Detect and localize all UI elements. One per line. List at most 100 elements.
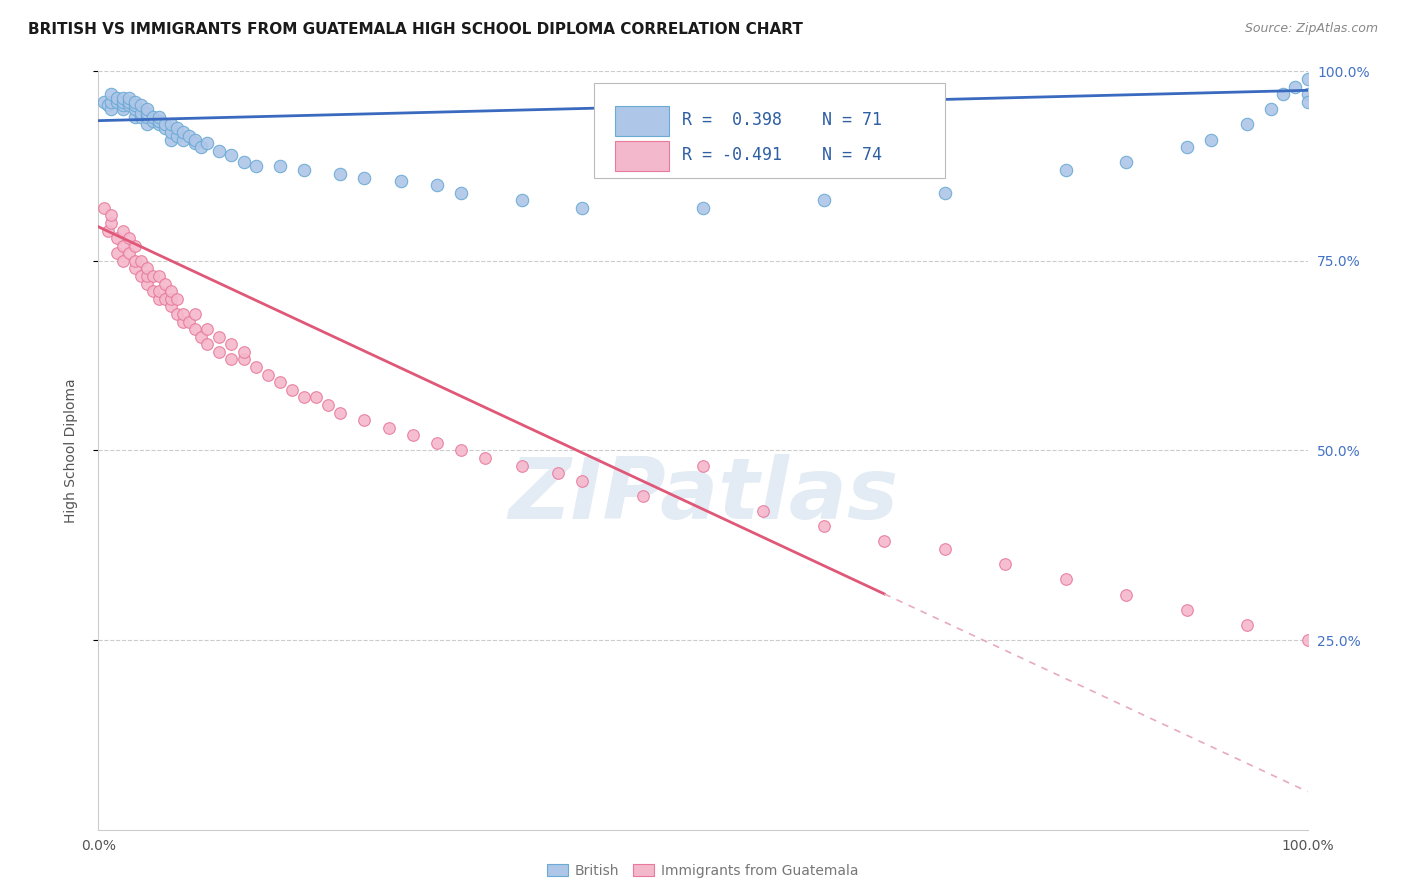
Point (752, 504, 775, 518)
Point (105, 91, 128, 105)
Point (873, 534, 896, 549)
Point (100, 103, 122, 117)
Point (329, 167, 352, 181)
Point (172, 125, 194, 139)
Point (1296, 95, 1319, 109)
Point (256, 368, 278, 382)
Point (111, 95, 134, 109)
Point (148, 113, 170, 128)
Point (142, 110, 165, 124)
Point (292, 163, 315, 178)
Point (111, 103, 134, 117)
Point (1115, 588, 1137, 602)
Point (153, 277, 176, 291)
Point (269, 376, 291, 390)
Point (631, 489, 654, 503)
Point (105, 246, 128, 260)
Point (692, 201, 714, 215)
Point (153, 292, 176, 306)
Point (353, 170, 375, 185)
Point (281, 383, 304, 397)
Point (160, 125, 183, 139)
Point (129, 110, 152, 124)
Point (179, 128, 201, 143)
Point (190, 330, 212, 344)
Point (93, 201, 115, 215)
Point (571, 474, 593, 488)
Point (184, 132, 207, 146)
Point (142, 285, 165, 299)
Point (426, 436, 449, 450)
Point (208, 330, 231, 344)
Point (184, 307, 207, 321)
Point (124, 253, 146, 268)
Point (1284, 79, 1306, 94)
Point (692, 458, 714, 473)
Point (97, 223, 120, 237)
Point (402, 428, 425, 442)
Point (135, 110, 157, 124)
Point (129, 106, 152, 120)
Point (166, 307, 188, 321)
Point (111, 238, 134, 253)
Point (166, 128, 188, 143)
Point (353, 413, 375, 427)
Y-axis label: High School Diploma: High School Diploma (63, 378, 77, 523)
Text: R = -0.491    N = 74: R = -0.491 N = 74 (682, 145, 883, 163)
Point (195, 322, 218, 336)
Point (269, 159, 291, 173)
Point (813, 519, 835, 533)
Point (1054, 163, 1077, 178)
Point (160, 300, 183, 314)
Point (190, 140, 212, 154)
Point (118, 231, 141, 245)
Point (135, 269, 157, 284)
Point (1296, 72, 1319, 87)
Point (232, 344, 254, 359)
Point (232, 352, 254, 367)
Point (450, 443, 472, 458)
Point (994, 557, 1017, 572)
Point (118, 95, 141, 109)
Point (245, 159, 267, 173)
Point (474, 451, 496, 466)
Point (129, 98, 152, 112)
Point (221, 148, 243, 162)
Point (316, 398, 339, 412)
Point (510, 194, 533, 208)
Point (105, 231, 128, 245)
Point (153, 121, 176, 136)
Point (329, 405, 352, 420)
Point (172, 132, 194, 146)
Point (166, 292, 188, 306)
Point (1115, 155, 1137, 169)
Point (111, 253, 134, 268)
Point (245, 359, 267, 375)
Point (160, 285, 183, 299)
Point (153, 117, 176, 131)
Point (118, 246, 141, 260)
Point (450, 186, 472, 200)
Point (172, 314, 194, 328)
Point (179, 314, 201, 328)
Text: BRITISH VS IMMIGRANTS FROM GUATEMALA HIGH SCHOOL DIPLOMA CORRELATION CHART: BRITISH VS IMMIGRANTS FROM GUATEMALA HIG… (28, 22, 803, 37)
Point (208, 144, 231, 158)
Point (934, 542, 956, 557)
Text: ZIPatlas: ZIPatlas (508, 454, 898, 538)
Point (160, 292, 183, 306)
Point (100, 209, 122, 223)
Point (195, 337, 218, 351)
Point (1272, 87, 1295, 102)
Point (1236, 617, 1258, 632)
Point (100, 95, 122, 109)
Point (221, 352, 243, 367)
Point (100, 87, 122, 102)
Text: Source: ZipAtlas.com: Source: ZipAtlas.com (1244, 22, 1378, 36)
Point (124, 103, 146, 117)
Point (148, 117, 170, 131)
Point (118, 91, 141, 105)
Point (1296, 87, 1319, 102)
Point (142, 113, 165, 128)
Point (124, 95, 146, 109)
Point (93, 95, 115, 109)
